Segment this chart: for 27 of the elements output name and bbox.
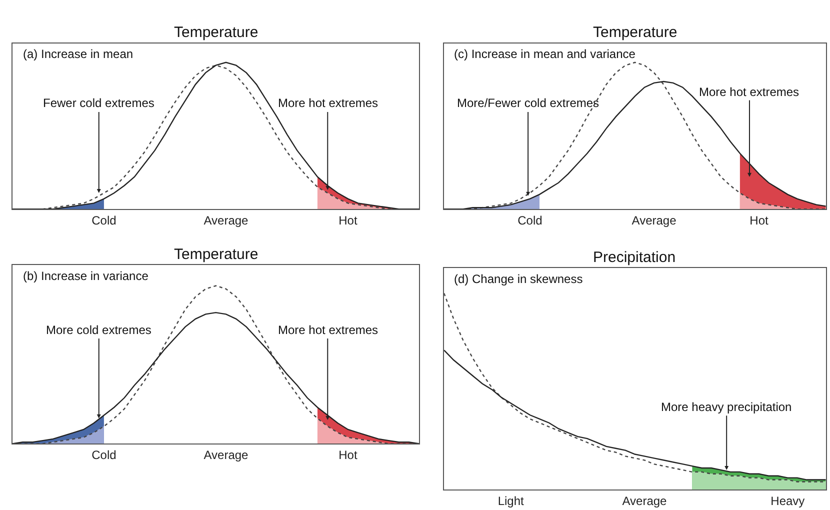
annotation: More cold extremes [46, 323, 152, 337]
chart-title: Precipitation [593, 249, 676, 266]
x-tick-label: Light [498, 494, 525, 508]
x-tick-label: Average [204, 214, 249, 228]
x-tick-label: Hot [338, 448, 358, 462]
x-tick-label: Hot [338, 214, 358, 228]
x-tick-label: Cold [518, 214, 542, 228]
x-tick-label: Average [632, 214, 677, 228]
x-tick-label: Average [204, 448, 249, 462]
chart-title: Temperature [174, 246, 258, 263]
annotation: Fewer cold extremes [43, 96, 154, 110]
annotation: More/Fewer cold extremes [457, 96, 600, 110]
chart-subtitle: (d) Change in skewness [454, 272, 583, 286]
x-tick-label: Heavy [770, 494, 805, 508]
chart-subtitle: (c) Increase in mean and variance [454, 47, 636, 61]
annotation: More hot extremes [699, 85, 800, 99]
annotation: More hot extremes [278, 323, 378, 337]
chart-title: Temperature [593, 24, 678, 41]
x-tick-label: Hot [750, 214, 770, 228]
annotation: More hot extremes [278, 96, 378, 110]
x-tick-label: Cold [92, 214, 116, 228]
annotation: More heavy precipitation [661, 400, 792, 414]
chart-title: Temperature [174, 24, 258, 41]
x-tick-label: Average [622, 494, 668, 508]
chart-subtitle: (a) Increase in mean [23, 47, 134, 61]
x-tick-label: Cold [92, 448, 116, 462]
chart-subtitle: (b) Increase in variance [23, 269, 149, 283]
